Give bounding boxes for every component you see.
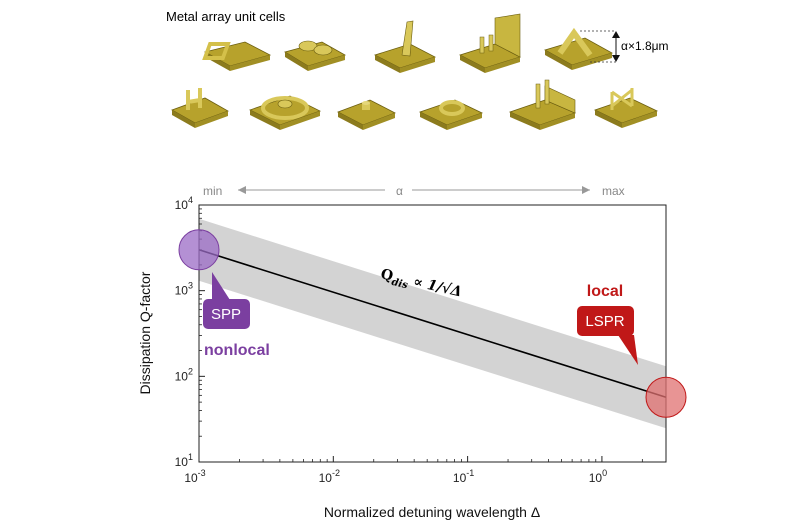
trend-line-layer [198,249,667,399]
unit-cell-ring [418,99,484,130]
unit-cell-small-disk [337,99,396,130]
unit-cell-tilted-bar [373,20,437,73]
x-axis-label: Normalized detuning wavelength Δ [324,504,540,520]
y-tick-label: 101 [175,452,193,469]
scale-max-label: max [602,184,625,198]
scale-min-label: min [203,184,222,198]
y-tick-label: 102 [175,366,193,383]
y-axis-label: Dissipation Q-factor [137,271,153,394]
lspr-callout-box [577,306,634,336]
spp-callout-box [203,299,250,329]
spp-callout-pointer [212,272,230,300]
unit-cell-tall-pillars-wall [508,79,577,130]
x-tick-label: 10-3 [184,468,205,485]
scale-param-label: α [396,184,403,198]
lspr-marker [645,376,687,418]
unit-cell-double-disk [283,40,347,71]
spp-marker [178,229,220,271]
unit-cell-wall-pillars [458,13,522,73]
x-tick-label: 100 [589,468,607,485]
scale-arrowhead-left [238,186,246,194]
unit-cell-arch [543,27,620,70]
local-label: local [587,283,623,300]
lspr-callout-pointer [618,335,638,365]
y-tick-label: 104 [175,195,193,212]
formula-q: Q [379,266,394,284]
unit-cell-u-pillars [171,88,229,128]
formula-sub: dis [390,277,409,291]
unit-cell-ring-disk [248,95,322,130]
y-tick-label: 103 [175,281,193,298]
markers-layer [178,229,687,418]
plot-frame [198,204,667,463]
lspr-label: LSPR [585,313,624,330]
unit-cell-square-ring [202,41,272,71]
q-factor-line [198,249,667,399]
ticks-layer: 10-3 10-2 10-1 100 101 102 103 104 [175,195,667,485]
unit-cell-cross-frame [593,88,659,128]
figure-title: Metal array unit cells [166,9,286,24]
x-tick-label: 10-2 [319,468,340,485]
height-label: α×1.8μm [621,39,669,53]
scale-arrowhead-right [582,186,590,194]
spp-label: SPP [211,306,241,323]
nonlocal-label: nonlocal [204,342,270,359]
x-tick-label: 10-1 [453,468,474,485]
